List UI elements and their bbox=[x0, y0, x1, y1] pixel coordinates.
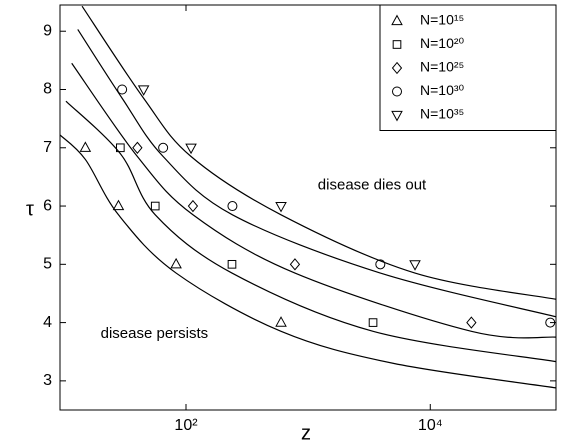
curve bbox=[71, 62, 556, 339]
y-tick-label: 7 bbox=[43, 139, 52, 156]
x-axis-label: z bbox=[301, 422, 311, 444]
y-tick-label: 8 bbox=[43, 81, 52, 98]
marker bbox=[289, 258, 301, 271]
marker bbox=[409, 260, 421, 271]
marker bbox=[150, 201, 160, 211]
marker bbox=[375, 259, 386, 270]
y-tick-label: 5 bbox=[43, 256, 52, 273]
marker bbox=[116, 143, 125, 153]
y-axis-label: τ bbox=[26, 198, 34, 220]
legend-marker bbox=[392, 40, 402, 49]
y-tick-label: 9 bbox=[43, 22, 52, 39]
marker bbox=[132, 141, 143, 154]
marker bbox=[79, 141, 92, 152]
marker bbox=[112, 199, 125, 211]
legend-label: N=10²⁵ bbox=[420, 59, 464, 75]
marker bbox=[368, 318, 378, 327]
marker bbox=[185, 143, 197, 155]
y-tick-label: 6 bbox=[43, 197, 52, 214]
annotation: disease dies out bbox=[318, 177, 427, 194]
marker bbox=[117, 84, 128, 95]
curve bbox=[65, 100, 556, 363]
legend-marker bbox=[392, 86, 402, 97]
x-tick-label: 10² bbox=[174, 417, 198, 434]
legend-label: N=10³⁵ bbox=[420, 106, 464, 122]
y-tick-label: 4 bbox=[43, 314, 52, 331]
legend-box bbox=[379, 4, 557, 131]
curve bbox=[60, 134, 556, 389]
x-tick-label: 10⁴ bbox=[418, 417, 443, 434]
legend-label: N=10³⁰ bbox=[420, 82, 465, 98]
marker bbox=[227, 259, 237, 269]
legend-label: N=10¹⁵ bbox=[420, 12, 464, 28]
marker bbox=[158, 142, 169, 153]
legend-marker bbox=[391, 14, 403, 26]
marker bbox=[275, 316, 287, 327]
y-tick-label: 3 bbox=[43, 372, 52, 389]
curve bbox=[81, 5, 556, 300]
curve bbox=[77, 29, 556, 318]
plot-frame bbox=[59, 4, 557, 411]
marker bbox=[466, 316, 477, 329]
legend-marker bbox=[391, 110, 403, 122]
marker bbox=[545, 317, 556, 328]
marker bbox=[227, 201, 238, 212]
marker bbox=[137, 85, 150, 96]
legend-label: N=10²⁰ bbox=[420, 35, 465, 51]
marker bbox=[187, 199, 199, 213]
legend-marker bbox=[391, 61, 403, 75]
marker bbox=[170, 257, 182, 269]
annotation: disease persists bbox=[101, 325, 209, 342]
marker bbox=[275, 201, 287, 213]
